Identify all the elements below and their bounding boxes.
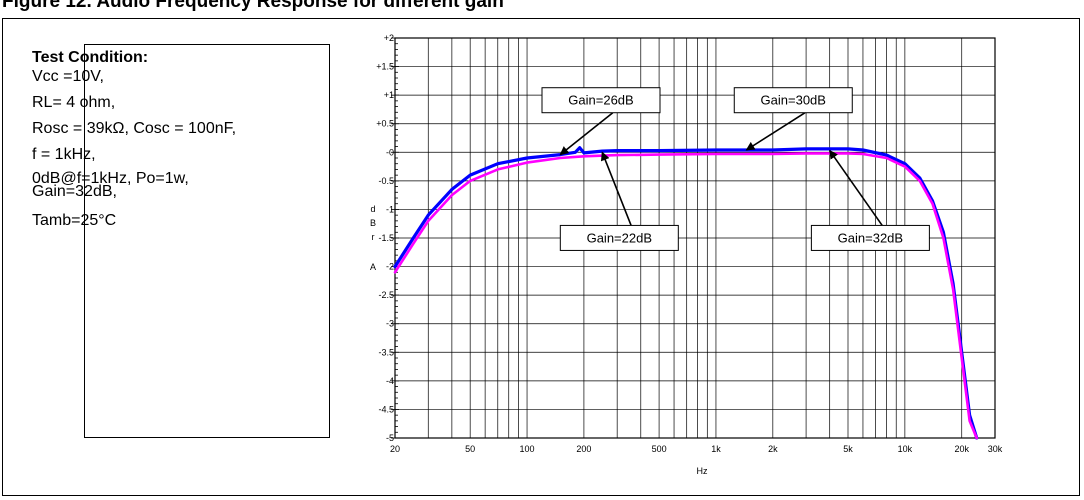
- y-tick-label: +1: [384, 90, 394, 100]
- test-condition-title: Test Condition:: [32, 49, 149, 66]
- x-tick-label: 20k: [954, 444, 969, 454]
- x-axis-label: Hz: [697, 466, 708, 476]
- y-tick-label: +0.5: [376, 119, 394, 129]
- annotation-label: Gain=32dB: [838, 230, 903, 245]
- test-condition-line: f = 1kHz,: [32, 146, 96, 163]
- annotation-label: Gain=26dB: [568, 93, 633, 108]
- x-tick-label: 20: [390, 444, 400, 454]
- figure-title: Figure 12. Audio Frequency Response for …: [2, 0, 504, 12]
- annotation-label: Gain=30dB: [761, 93, 826, 108]
- y-axis-label-letter: A: [370, 262, 376, 272]
- test-condition-line: Vcc =10V,: [32, 68, 104, 85]
- test-condition-line: Rosc = 39kΩ, Cosc = 100nF,: [32, 120, 237, 137]
- annotation-box: [541, 87, 661, 114]
- annotation-arrow: [600, 151, 632, 226]
- figure-frame: [2, 18, 1080, 496]
- y-tick-label: -1.5: [378, 233, 394, 243]
- annotations: Gain=26dB Gain=30dB Gain=22dB Gain=32dB: [541, 87, 930, 251]
- y-tick-label: -0.5: [378, 176, 394, 186]
- y-axis-label-letter: B: [370, 218, 376, 228]
- y-axis: +2 +1.5 +1 +0.5 -0 -0.5 -1 -1.5 -2 -2.5 -3 -3.5 -4 -4…: [376, 33, 399, 443]
- x-tick-label: 30k: [988, 444, 1003, 454]
- test-condition-line: RL= 4 ohm,: [32, 94, 116, 111]
- x-tick-label: 10k: [898, 444, 913, 454]
- x-tick-label: 2k: [768, 444, 778, 454]
- x-tick-label: 5k: [843, 444, 853, 454]
- x-tick-label: 50: [465, 444, 475, 454]
- series-line: [393, 152, 979, 440]
- y-tick-label: -3: [386, 319, 394, 329]
- x-tick-label: 100: [520, 444, 535, 454]
- y-tick-label: +1.5: [376, 62, 394, 72]
- y-tick-label: -0: [386, 147, 394, 157]
- y-axis-label-letter: r: [372, 232, 375, 242]
- y-tick-label: -4.5: [378, 404, 394, 414]
- annotation-arrow: [559, 112, 614, 156]
- y-axis-label: d B r A: [370, 204, 376, 272]
- x-tick-label: 1k: [711, 444, 721, 454]
- y-tick-label: -5: [386, 433, 394, 443]
- y-tick-label: +2: [384, 33, 394, 43]
- annotation-arrow: [745, 112, 806, 151]
- annotation-label: Gain=22dB: [587, 230, 652, 245]
- y-tick-label: -2: [386, 262, 394, 272]
- test-condition-line: Tamb=25°C: [32, 212, 117, 229]
- annotation-box: [810, 224, 930, 251]
- test-condition-line: 0dB@f=1kHz, Po=1w, Gain=32dB,: [32, 170, 189, 200]
- x-tick-label: 200: [576, 444, 591, 454]
- annotation-box: [733, 87, 853, 114]
- annotation-arrow: [829, 149, 883, 226]
- y-tick-label: -4: [386, 376, 394, 386]
- x-tick-label: 500: [652, 444, 667, 454]
- y-tick-label: -3.5: [378, 347, 394, 357]
- y-tick-label: -2.5: [378, 290, 394, 300]
- series-line: [393, 146, 979, 440]
- test-condition-box: [84, 44, 330, 438]
- x-axis: 20 50 100 200 500 1k 2k 5k 10k 20k 30k: [390, 444, 1003, 454]
- y-axis-label-letter: d: [370, 204, 375, 214]
- y-tick-label: -1: [386, 204, 394, 214]
- series: [393, 146, 979, 440]
- annotation-box: [559, 224, 679, 251]
